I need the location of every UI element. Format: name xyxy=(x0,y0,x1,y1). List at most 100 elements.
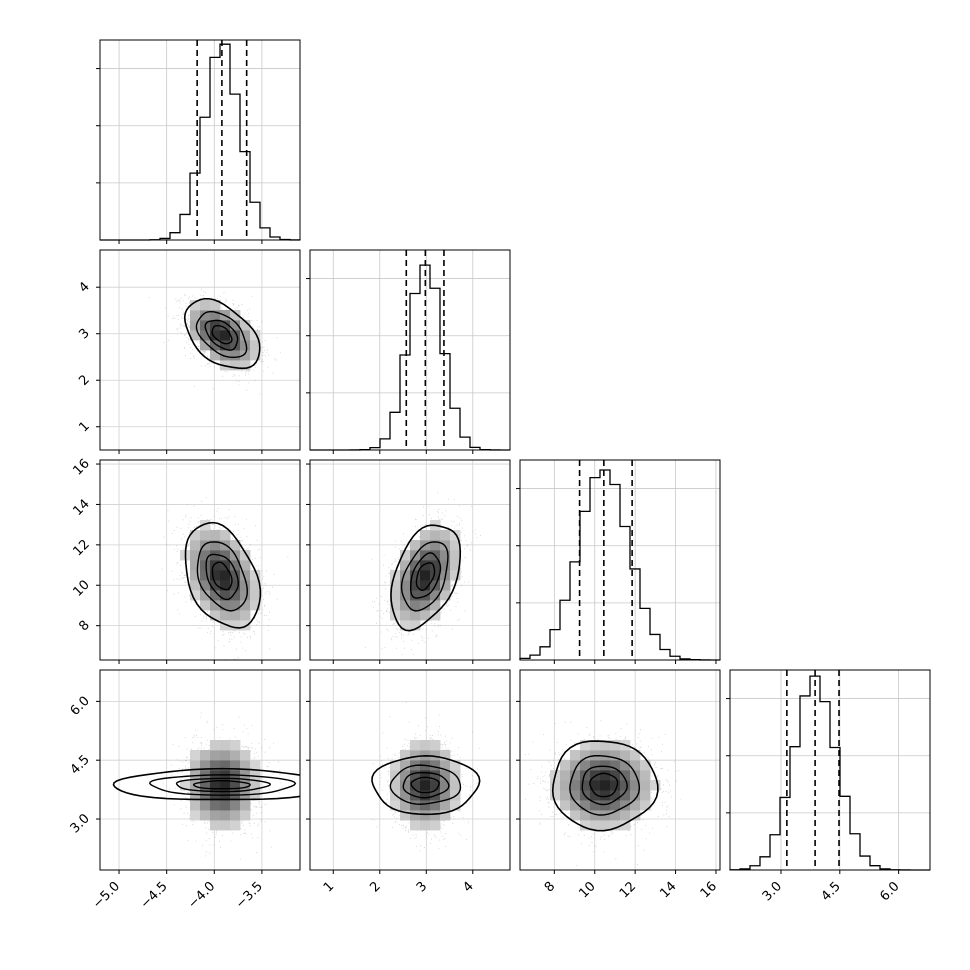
density-cell xyxy=(580,810,591,821)
density-cell xyxy=(430,800,441,811)
x-tick-label: 10 xyxy=(576,879,598,901)
contour-line xyxy=(402,771,450,799)
panel-frame xyxy=(729,669,931,871)
density-cell xyxy=(210,580,221,591)
density-cell xyxy=(250,330,261,341)
density-cell xyxy=(630,750,641,761)
density-cell xyxy=(640,800,651,811)
density-cell xyxy=(190,580,201,591)
density-cell xyxy=(240,330,251,341)
density-cell xyxy=(410,780,421,791)
x-tick-label: 1 xyxy=(321,879,337,895)
density-cell xyxy=(250,590,261,601)
density-cell xyxy=(240,620,251,631)
density-cell xyxy=(230,350,241,361)
density-cell xyxy=(240,600,251,611)
density-cell xyxy=(430,590,441,601)
contour-line xyxy=(205,553,239,601)
density-cell xyxy=(200,570,211,581)
density-cell xyxy=(450,540,461,551)
contour-line xyxy=(589,772,619,798)
density-cell xyxy=(230,740,241,751)
density-cell xyxy=(430,560,441,571)
density-cell xyxy=(390,580,401,591)
density-cell xyxy=(420,800,431,811)
density-cell xyxy=(610,740,621,751)
density-cell xyxy=(440,530,451,541)
density-cell xyxy=(240,800,251,811)
density-cell xyxy=(440,550,451,561)
density-cell xyxy=(400,780,411,791)
histogram-panel-1 xyxy=(306,249,511,454)
density-cell xyxy=(190,570,201,581)
density-cell xyxy=(220,820,231,831)
density-cell xyxy=(630,760,641,771)
density-panel-0-3 xyxy=(96,669,301,874)
density-cell xyxy=(570,770,581,781)
density-cell xyxy=(410,600,421,611)
density-cell xyxy=(420,600,431,611)
density-cell xyxy=(230,330,241,341)
density-cell xyxy=(250,580,261,591)
density-cell xyxy=(580,760,591,771)
density-cell xyxy=(590,740,601,751)
density-cell xyxy=(600,790,611,801)
density-cell xyxy=(240,750,251,761)
panel-frame xyxy=(99,459,301,661)
density-cell xyxy=(600,770,611,781)
density-cell xyxy=(240,810,251,821)
density-cell xyxy=(550,790,561,801)
density-cell xyxy=(610,810,621,821)
density-cell xyxy=(190,330,201,341)
density-cell xyxy=(200,560,211,571)
density-cell xyxy=(630,800,641,811)
density-cell xyxy=(410,750,421,761)
density-cell xyxy=(430,600,441,611)
density-cell xyxy=(430,570,441,581)
density-cell xyxy=(220,320,231,331)
density-cell xyxy=(230,600,241,611)
density-cell xyxy=(240,320,251,331)
density-cell xyxy=(580,800,591,811)
contour-line xyxy=(192,779,251,790)
density-cell xyxy=(400,790,411,801)
density-cell xyxy=(240,760,251,771)
density-panel-1-2 xyxy=(306,459,511,664)
density-cell xyxy=(210,340,221,351)
density-cell xyxy=(200,780,211,791)
x-tick-label: −3.5 xyxy=(233,879,266,912)
density-cell xyxy=(210,750,221,761)
density-panel-1-3 xyxy=(306,669,511,874)
density-cell xyxy=(230,570,241,581)
density-cell xyxy=(210,760,221,771)
density-cell xyxy=(240,590,251,601)
density-cell xyxy=(430,760,441,771)
contour-line xyxy=(211,324,233,345)
density-cell xyxy=(420,810,431,821)
density-cell xyxy=(220,750,231,761)
density-cell xyxy=(410,540,421,551)
density-cell xyxy=(400,570,411,581)
density-cell xyxy=(200,750,211,761)
density-cell xyxy=(600,800,611,811)
density-cell xyxy=(200,300,211,311)
density-cell xyxy=(250,790,261,801)
density-cell xyxy=(450,760,461,771)
density-cell xyxy=(430,540,441,551)
density-cell xyxy=(420,770,431,781)
density-cell xyxy=(620,780,631,791)
y-tick-label: 14 xyxy=(71,497,93,519)
panel-frame xyxy=(519,669,721,871)
density-cell xyxy=(410,770,421,781)
density-cell xyxy=(250,570,261,581)
density-cell xyxy=(450,530,461,541)
density-cell xyxy=(580,750,591,761)
density-cell xyxy=(250,350,261,361)
density-cell xyxy=(450,780,461,791)
density-cell xyxy=(200,600,211,611)
density-cell xyxy=(190,540,201,551)
density-cell xyxy=(230,810,241,821)
density-cell xyxy=(230,620,241,631)
density-cell xyxy=(220,610,231,621)
x-tick-label: −5.0 xyxy=(90,879,123,912)
